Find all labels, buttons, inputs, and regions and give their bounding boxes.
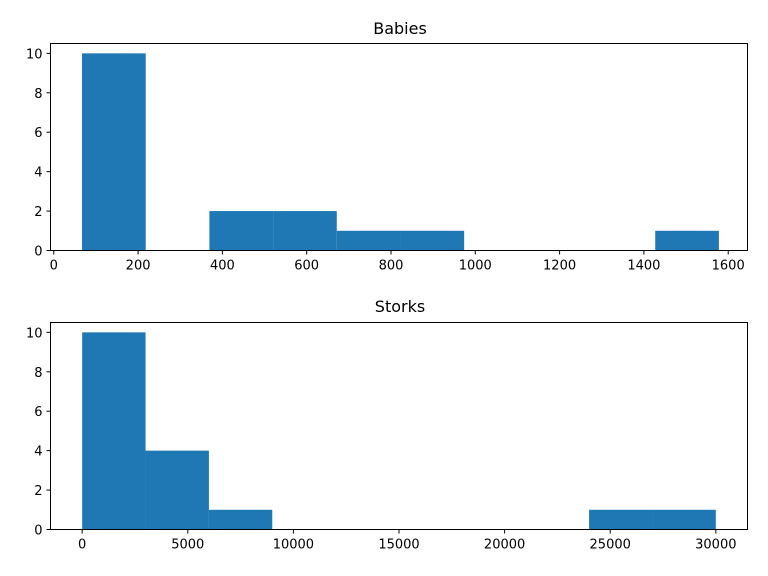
histogram-bar xyxy=(208,509,273,530)
y-tick-label: 8 xyxy=(34,366,42,381)
babies-histogram: Babies 0 200 400 600 800 1000 1200 1400 1600 0 2 4… xyxy=(26,19,748,274)
x-tick-label: 400 xyxy=(210,259,235,274)
x-axis-ticks: 0 200 400 600 800 1000 1200 1400 1600 xyxy=(50,250,745,274)
x-tick-label: 0 xyxy=(78,538,86,553)
histogram-bar xyxy=(209,211,274,251)
y-tick-label: 4 xyxy=(34,166,42,181)
plot-frame xyxy=(50,43,748,251)
x-tick-label: 1400 xyxy=(627,259,660,274)
x-tick-label: 15000 xyxy=(378,538,419,553)
x-tick-label: 1200 xyxy=(543,259,576,274)
x-tick-label: 0 xyxy=(50,259,58,274)
x-tick-label: 800 xyxy=(379,259,404,274)
plot-frame xyxy=(50,322,748,530)
histogram-bar xyxy=(336,230,401,251)
y-tick-label: 4 xyxy=(34,445,42,460)
x-tick-label: 30000 xyxy=(695,538,736,553)
histogram-bar xyxy=(652,509,716,530)
y-axis-ticks: 0 2 4 6 8 10 xyxy=(26,326,51,539)
histogram-bar xyxy=(82,332,146,530)
y-tick-label: 10 xyxy=(26,47,43,62)
histogram-bar xyxy=(589,509,653,530)
x-tick-label: 1600 xyxy=(712,259,745,274)
y-tick-label: 0 xyxy=(34,245,42,260)
y-tick-label: 6 xyxy=(34,126,42,141)
y-axis-ticks: 0 2 4 6 8 10 xyxy=(26,47,51,260)
x-tick-label: 1000 xyxy=(459,259,492,274)
x-tick-label: 10000 xyxy=(273,538,314,553)
y-tick-label: 6 xyxy=(34,405,42,420)
y-tick-label: 10 xyxy=(26,326,43,341)
storks-histogram: Storks 0 5000 10000 15000 20000 25000 30000 0 2… xyxy=(26,297,748,553)
x-tick-label: 5000 xyxy=(171,538,204,553)
y-tick-label: 0 xyxy=(34,524,42,539)
x-tick-label: 25000 xyxy=(590,538,631,553)
bars xyxy=(82,53,719,251)
y-tick-label: 2 xyxy=(34,484,42,499)
bars xyxy=(82,332,716,530)
x-tick-label: 200 xyxy=(126,259,151,274)
x-tick-label: 600 xyxy=(294,259,319,274)
x-tick-label: 20000 xyxy=(484,538,525,553)
histogram-bar xyxy=(145,450,209,530)
chart-title: Storks xyxy=(375,297,425,316)
histogram-bar xyxy=(273,211,337,251)
histogram-bar xyxy=(82,53,146,251)
chart-title: Babies xyxy=(373,19,427,38)
histogram-bar xyxy=(400,230,465,251)
y-tick-label: 2 xyxy=(34,205,42,220)
y-tick-label: 8 xyxy=(34,87,42,102)
histogram-bar xyxy=(655,230,719,251)
x-axis-ticks: 0 5000 10000 15000 20000 25000 30000 xyxy=(78,529,736,553)
